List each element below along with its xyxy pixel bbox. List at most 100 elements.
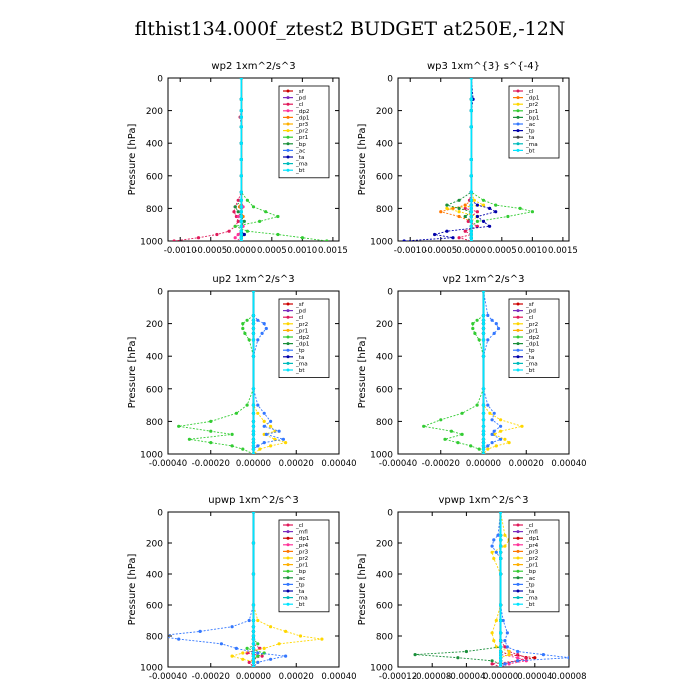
chart-title: wp2 1xm^2/s^3	[211, 61, 295, 72]
legend-entry: _pr2	[295, 129, 308, 135]
data-point	[533, 656, 537, 660]
legend: _sf_pd_cl_pr2_pr1_dp2_dp1_tp_ta_ma_bt	[278, 298, 330, 378]
legend-marker	[286, 530, 290, 534]
y-axis-label: Pressure [hPa]	[357, 337, 368, 409]
data-point	[251, 432, 256, 436]
data-point	[494, 550, 498, 554]
data-point	[475, 214, 479, 219]
data-point	[490, 318, 494, 322]
data-point	[251, 618, 256, 623]
y-tick-label: 200	[376, 540, 393, 550]
legend-marker	[516, 96, 520, 100]
plot-frame	[167, 77, 340, 242]
data-point	[469, 206, 473, 210]
legend-marker	[516, 602, 520, 606]
data-point	[251, 634, 256, 638]
legend-marker	[286, 315, 290, 319]
data-point	[499, 665, 503, 667]
data-point	[236, 214, 240, 219]
x-tick-label: 0.00040	[551, 459, 586, 469]
y-tick-label: 400	[376, 140, 393, 150]
data-point	[239, 239, 243, 241]
chart-panel-1: wp2 1xm^2/s^3 0 200 400 600 800 1000-0.0010-0.…	[127, 61, 348, 256]
legend-entry: _tp	[525, 582, 535, 588]
data-point	[469, 203, 473, 207]
data-point	[256, 444, 260, 448]
data-point	[464, 649, 468, 654]
data-point	[284, 441, 288, 445]
data-point	[460, 432, 464, 436]
y-tick-label: 1000	[140, 451, 163, 461]
legend-entry: _ta	[525, 589, 534, 595]
series-line-tp	[483, 291, 502, 454]
x-tick-label: 0.0010	[517, 246, 547, 256]
data-point	[457, 214, 461, 219]
legend-entry: _dp1	[295, 536, 310, 542]
y-axis-label: Pressure [hPa]	[357, 124, 368, 196]
legend-entry: _pr3	[295, 122, 309, 128]
x-tick-label: 0.0005	[257, 246, 287, 256]
legend-entry: _ta	[295, 589, 304, 595]
data-point	[463, 214, 467, 219]
data-point	[496, 533, 500, 537]
x-tick-label: -0.0010	[164, 246, 197, 256]
data-point	[262, 411, 266, 415]
x-tick-label: 0.00020	[279, 459, 314, 469]
data-point	[499, 533, 503, 537]
data-point	[469, 239, 473, 241]
data-point	[499, 645, 503, 649]
data-point	[236, 232, 240, 237]
legend-marker	[516, 596, 520, 600]
data-point	[481, 424, 486, 428]
data-point	[245, 229, 249, 233]
legend-entry: _ma	[295, 162, 308, 168]
data-point	[256, 411, 260, 415]
x-tick-label: 0.0005	[487, 246, 517, 256]
data-point	[239, 198, 243, 202]
data-point	[481, 203, 486, 207]
data-point	[492, 411, 496, 415]
data-point	[209, 419, 213, 423]
legend-entry: _pr2	[295, 322, 308, 328]
legend-marker	[516, 142, 520, 146]
legend-entry: _cl	[525, 315, 534, 321]
data-point	[494, 203, 498, 207]
data-point	[256, 654, 260, 658]
legend-marker	[286, 361, 290, 365]
data-point	[481, 441, 486, 445]
x-tick-label: -0.00008	[413, 672, 451, 682]
data-point	[269, 424, 273, 428]
data-point	[251, 424, 256, 428]
x-tick-label: 0.0000	[456, 246, 486, 256]
data-point	[239, 224, 243, 228]
data-point	[481, 354, 486, 358]
data-point	[241, 447, 245, 451]
legend-marker	[516, 563, 520, 567]
legend-entry: _pr4	[525, 543, 539, 549]
legend-marker	[286, 589, 290, 593]
data-point	[486, 403, 490, 407]
data-point	[439, 210, 443, 214]
data-point	[196, 236, 201, 240]
legend-marker	[516, 309, 520, 313]
data-point	[499, 544, 503, 548]
y-tick-label: 200	[146, 320, 163, 330]
data-point	[251, 646, 256, 651]
data-point	[239, 219, 243, 223]
legend-entry: _ta	[525, 135, 534, 141]
legend-marker	[286, 582, 290, 586]
data-point	[276, 232, 280, 237]
legend-entry: _tp	[525, 348, 535, 354]
data-point	[475, 318, 479, 322]
data-point	[481, 318, 486, 322]
chart-panel-2: wp3 1xm^{3} s^{-4}02004006008001000-0.00…	[357, 61, 578, 256]
data-point	[413, 653, 417, 657]
plot-frame	[397, 511, 570, 668]
data-point	[481, 331, 486, 335]
data-point	[256, 403, 260, 407]
legend-entry: _sf	[525, 302, 535, 308]
y-tick-label: 400	[376, 571, 393, 581]
data-point	[520, 424, 524, 428]
legend-marker	[516, 589, 520, 593]
data-point	[499, 631, 503, 635]
